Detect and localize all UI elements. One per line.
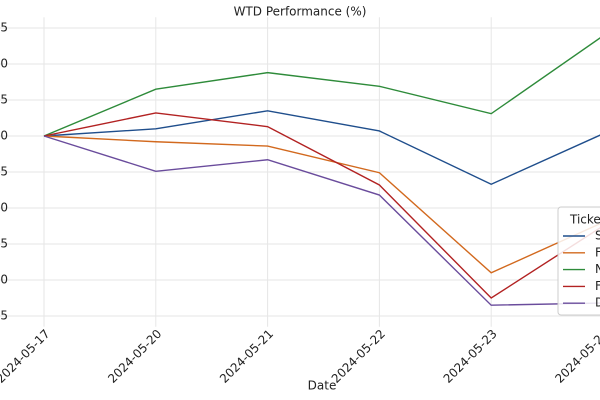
line (43, 110, 600, 186)
y-tick-label: 1.0 (0, 57, 8, 71)
legend-label: F (595, 245, 600, 259)
y-tick-label: -0.5 (0, 165, 8, 179)
x-axis-label: Date (308, 379, 337, 393)
x-tick-label: 2024-05-24 (552, 327, 600, 386)
x-tick-label: 2024-05-20 (105, 327, 164, 386)
chart-title: WTD Performance (%) (234, 5, 367, 19)
legend-box (557, 206, 600, 316)
x-tick-label: 2024-05-22 (329, 327, 388, 386)
line (43, 135, 600, 306)
y-tick-label: -1.5 (0, 237, 8, 251)
x-tick-label: 2024-05-17 (0, 327, 53, 386)
legend: TickerSFNFD (557, 206, 600, 316)
y-tick-label: -2.0 (0, 273, 8, 287)
x-tick-label: 2024-05-23 (441, 327, 500, 386)
legend-label: D (595, 296, 600, 310)
x-tick-label: 2024-05-21 (217, 327, 276, 386)
line (43, 37, 600, 137)
legend-label: N (595, 262, 600, 276)
legend-label: S (595, 229, 600, 243)
y-tick-label: -2.5 (0, 309, 8, 323)
legend-label: F (595, 279, 600, 293)
legend-title: Ticker (569, 213, 600, 227)
y-tick-label: 0.0 (0, 129, 8, 143)
y-tick-label: 0.5 (0, 93, 8, 107)
y-tick-label: 1.5 (0, 21, 8, 35)
y-tick-label: -1.0 (0, 201, 8, 215)
line (43, 135, 600, 274)
line (43, 112, 600, 299)
